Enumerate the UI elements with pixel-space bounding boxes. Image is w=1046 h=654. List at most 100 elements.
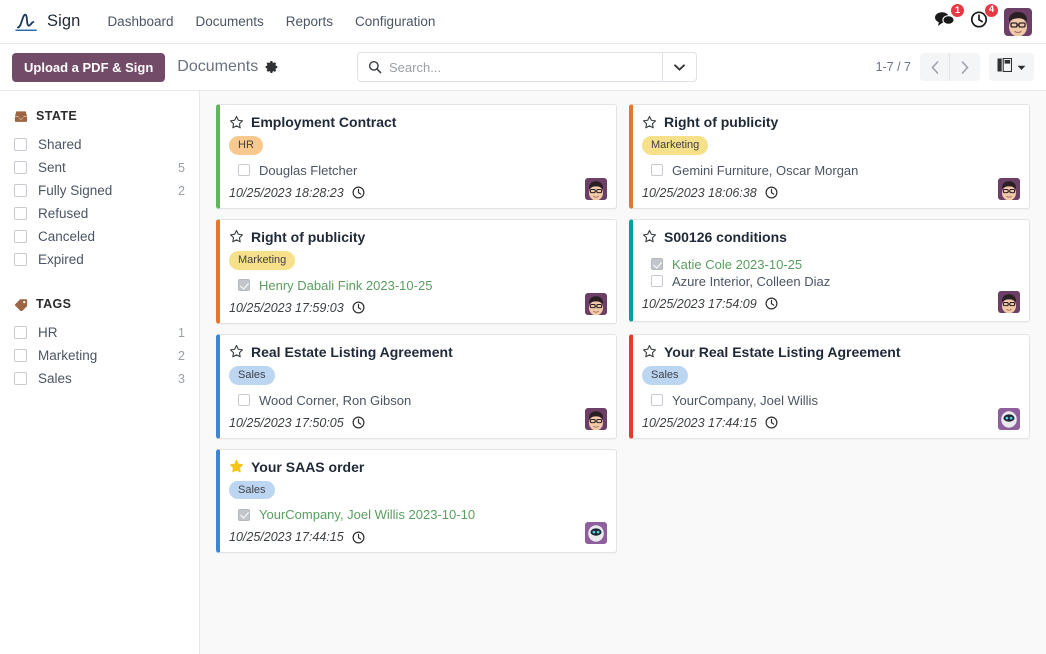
sidebar-item-refused[interactable]: Refused: [0, 202, 199, 225]
clock-icon[interactable]: [352, 416, 365, 429]
breadcrumb-label: Documents: [177, 58, 259, 75]
card-date: 10/25/2023 18:28:23: [229, 185, 344, 200]
search-dropdown-toggle[interactable]: [662, 53, 696, 81]
checkbox-icon[interactable]: [14, 184, 27, 197]
clock-icon[interactable]: [352, 186, 365, 199]
pager-next-button[interactable]: [950, 53, 980, 81]
clock-icon[interactable]: [352, 531, 365, 544]
star-outline-icon[interactable]: [642, 115, 657, 130]
sidebar-item-canceled[interactable]: Canceled: [0, 225, 199, 248]
card-avatar[interactable]: [998, 407, 1020, 430]
kanban-card[interactable]: Real Estate Listing Agreement Sales Wood C…: [216, 333, 617, 439]
sidebar-item-fully-signed[interactable]: Fully Signed 2: [0, 179, 199, 202]
checkbox-icon[interactable]: [14, 161, 27, 174]
card-signer-row: Katie Cole 2023-10-25: [642, 256, 1018, 273]
checkbox-icon[interactable]: [14, 138, 27, 151]
card-tag-row: HR: [229, 130, 605, 155]
sidebar-section-tags-label: TAGS: [36, 297, 72, 311]
pager-previous-button[interactable]: [920, 53, 950, 81]
avatar[interactable]: [1004, 7, 1032, 36]
app-brand[interactable]: Sign: [14, 11, 80, 33]
checkbox-icon[interactable]: [14, 349, 27, 362]
clock-icon[interactable]: [765, 186, 778, 199]
checkbox-icon[interactable]: [14, 326, 27, 339]
star-outline-icon[interactable]: [642, 229, 657, 244]
checkbox-icon[interactable]: [14, 207, 27, 220]
clock-icon[interactable]: [765, 297, 778, 310]
search-bar[interactable]: [357, 52, 697, 82]
card-signer-name: Gemini Furniture, Oscar Morgan: [672, 162, 859, 178]
upload-pdf-sign-button[interactable]: Upload a PDF & Sign: [12, 52, 166, 82]
card-tag-row: Marketing: [229, 245, 605, 270]
card-signer-name: Katie Cole 2023-10-25: [672, 256, 803, 272]
pager-value[interactable]: 1-7 / 7: [875, 60, 911, 74]
kanban-card[interactable]: S00126 conditions Katie Cole 2023-10-25 Az…: [629, 218, 1030, 322]
card-title-row: Right of publicity: [642, 114, 1018, 130]
card-avatar[interactable]: [585, 407, 607, 430]
star-outline-icon[interactable]: [229, 229, 244, 244]
nav-reports[interactable]: Reports: [285, 14, 334, 29]
activities-button[interactable]: 4: [970, 2, 999, 34]
card-signer-row: Wood Corner, Ron Gibson: [229, 392, 605, 409]
navbar-systray: 1 4: [934, 2, 1036, 36]
kanban-card[interactable]: Right of publicity Marketing Gemini Furnit…: [629, 104, 1030, 209]
kanban-card[interactable]: Right of publicity Marketing Henry Dabali …: [216, 218, 617, 324]
sidebar-section-tags: TAGS: [0, 297, 199, 311]
card-footer: 10/25/2023 17:54:09: [642, 297, 1018, 311]
card-avatar[interactable]: [585, 292, 607, 315]
kanban-column-slot: Employment Contract HR Douglas Fletcher 10/…: [210, 99, 623, 214]
nav-documents[interactable]: Documents: [195, 14, 264, 29]
sidebar-item-sent[interactable]: Sent 5: [0, 156, 199, 179]
messages-button[interactable]: 1: [934, 3, 965, 33]
star-outline-icon[interactable]: [642, 344, 657, 359]
card-title-row: Employment Contract: [229, 114, 605, 130]
card-avatar[interactable]: [998, 177, 1020, 200]
clock-icon[interactable]: [765, 416, 778, 429]
search-input[interactable]: [389, 59, 662, 75]
view-switcher[interactable]: [989, 53, 1034, 81]
card-signers: Douglas Fletcher: [229, 162, 605, 179]
sidebar-item-label: Expired: [38, 252, 84, 267]
checkbox-icon[interactable]: [14, 230, 27, 243]
card-tag: Marketing: [229, 250, 296, 270]
kanban-column-slot: Your Real Estate Listing Agreement Sales Y…: [623, 329, 1036, 444]
sidebar-item-sales[interactable]: Sales 3: [0, 367, 199, 390]
kanban-card[interactable]: Your SAAS order Sales YourCompany, Joel Wi…: [216, 448, 617, 554]
kanban-view: Employment Contract HR Douglas Fletcher 10/…: [200, 91, 1046, 654]
card-title: Right of publicity: [664, 114, 779, 130]
control-panel: Upload a PDF & Sign Documents 1-7 / 7: [0, 44, 1046, 91]
checkbox-icon: [651, 394, 663, 407]
sidebar-item-hr[interactable]: HR 1: [0, 321, 199, 344]
card-tag: Sales: [229, 480, 275, 500]
nav-configuration[interactable]: Configuration: [355, 14, 436, 29]
kanban-card[interactable]: Employment Contract HR Douglas Fletcher 10/…: [216, 104, 617, 209]
card-footer: 10/25/2023 18:06:38: [642, 186, 1018, 200]
card-avatar[interactable]: [585, 177, 607, 200]
messages-icon: [934, 10, 956, 33]
sidebar-item-label: Sent: [38, 160, 66, 175]
checkbox-icon[interactable]: [14, 253, 27, 266]
sidebar-item-marketing[interactable]: Marketing 2: [0, 344, 199, 367]
star-outline-icon[interactable]: [229, 344, 244, 359]
card-signer-name: Wood Corner, Ron Gibson: [259, 392, 412, 408]
gear-icon[interactable]: [265, 60, 279, 74]
checkbox-checked-icon: [238, 508, 250, 521]
card-avatar[interactable]: [585, 522, 607, 545]
sidebar-item-label: Canceled: [38, 229, 96, 244]
card-avatar[interactable]: [998, 290, 1020, 313]
checkbox-icon[interactable]: [14, 372, 27, 385]
sidebar-item-shared[interactable]: Shared: [0, 133, 199, 156]
kanban-card[interactable]: Your Real Estate Listing Agreement Sales Y…: [629, 333, 1030, 439]
nav-dashboard[interactable]: Dashboard: [107, 14, 174, 29]
sidebar-item-label: Fully Signed: [38, 183, 113, 198]
main-menu: Dashboard Documents Reports Configuratio…: [96, 8, 446, 35]
card-tag: HR: [229, 136, 263, 155]
inbox-icon: [14, 110, 28, 123]
clock-icon[interactable]: [352, 301, 365, 314]
sidebar-item-expired[interactable]: Expired: [0, 248, 199, 271]
card-signers: Gemini Furniture, Oscar Morgan: [642, 162, 1018, 179]
star-filled-icon[interactable]: [229, 459, 244, 474]
star-outline-icon[interactable]: [229, 115, 244, 130]
sidebar-item-label: HR: [38, 325, 58, 340]
card-title: Employment Contract: [251, 114, 397, 130]
